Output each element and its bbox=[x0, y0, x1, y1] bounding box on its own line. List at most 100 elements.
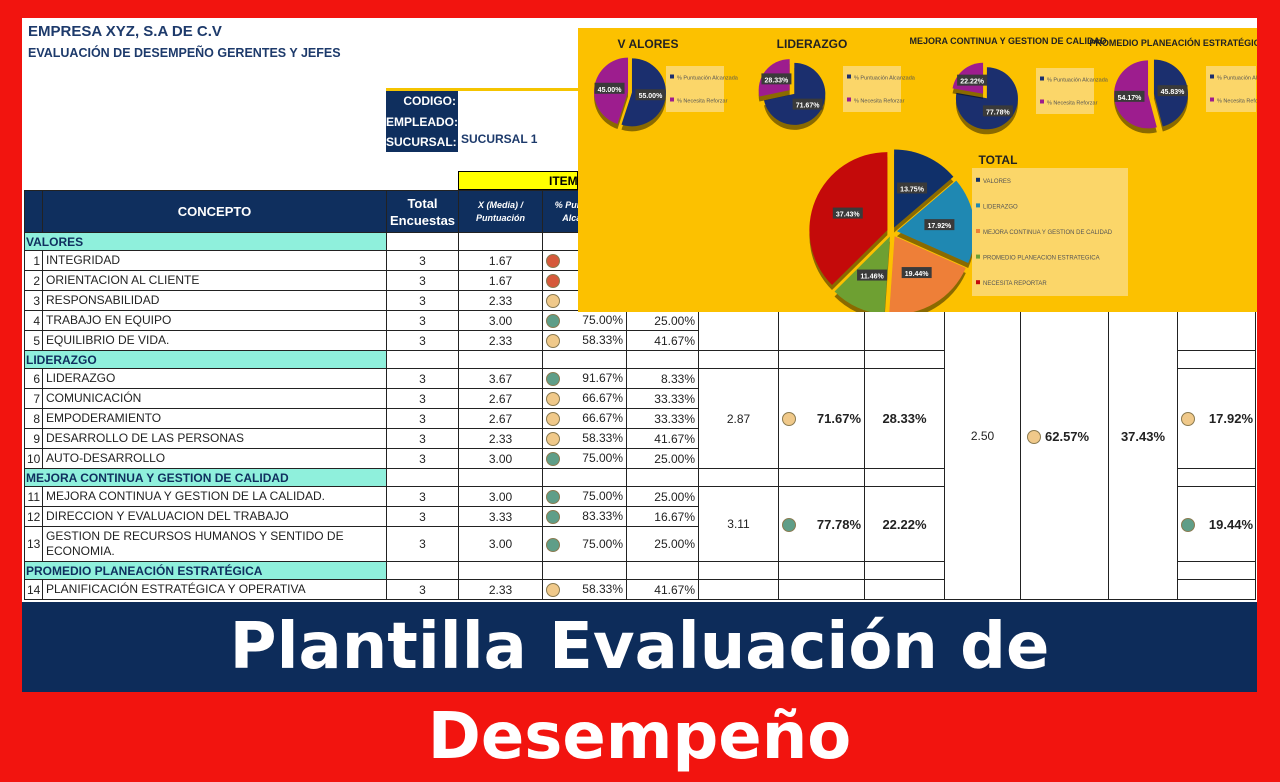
row-concept: RESPONSABILIDAD bbox=[42, 290, 387, 311]
row-total: 3 bbox=[386, 408, 459, 429]
charts-panel: V ALORES 55.00% 45.00% % Puntuación Alcanza… bbox=[578, 28, 1257, 320]
row-number: 3 bbox=[24, 290, 43, 311]
cell bbox=[458, 232, 543, 251]
chart-title: MEJORA CONTINUA Y GESTION DE CALIDAD bbox=[909, 36, 1107, 46]
data-label-bg bbox=[957, 74, 988, 86]
row-number: 5 bbox=[24, 330, 43, 351]
cell bbox=[698, 350, 779, 369]
data-label-bg bbox=[1114, 90, 1145, 102]
table-row[interactable]: 6 LIDERAZGO 3 3.67 91.67% 8.33% 2.87 71.6… bbox=[24, 368, 1256, 469]
data-label: 17.92% bbox=[928, 223, 953, 230]
legend-box bbox=[1206, 66, 1256, 112]
group-media: 2.87 bbox=[698, 368, 779, 469]
cell bbox=[778, 468, 865, 487]
table-row[interactable]: 10 AUTO-DESARROLLO 3 3.00 75.00% 25.00% bbox=[24, 448, 1256, 469]
cell bbox=[458, 561, 543, 580]
group-share: 17.92% bbox=[1177, 368, 1256, 469]
legend-entry: PROMEDIO PLANEACION ESTRATEGICA bbox=[983, 256, 1100, 262]
row-total: 3 bbox=[386, 250, 459, 271]
table-row[interactable]: 7 COMUNICACIÓN 3 2.67 66.67% 33.33% bbox=[24, 388, 1256, 409]
row-reforzar: 33.33% bbox=[626, 408, 699, 429]
row-total: 3 bbox=[386, 428, 459, 449]
sucursal-value[interactable]: SUCURSAL 1 bbox=[461, 132, 538, 146]
row-concept: MEJORA CONTINUA Y GESTION DE LA CALIDAD. bbox=[42, 486, 387, 507]
legend-entry: % Necesita Reforzar bbox=[1047, 101, 1098, 107]
status-green-icon bbox=[546, 510, 560, 524]
row-total: 3 bbox=[386, 486, 459, 507]
data-label-bg bbox=[832, 207, 863, 219]
row-media: 3.67 bbox=[458, 368, 543, 389]
legend-swatch bbox=[1210, 97, 1214, 102]
table-row[interactable]: 11 MEJORA CONTINUA Y GESTION DE LA CALID… bbox=[24, 486, 1256, 562]
table-row[interactable]: 13 GESTION DE RECURSOS HUMANOS Y SENTIDO… bbox=[24, 526, 1256, 562]
header-concepto: CONCEPTO bbox=[42, 190, 387, 233]
row-total: 3 bbox=[386, 388, 459, 409]
data-label: 55.00% bbox=[639, 93, 664, 100]
legend-entry: % Puntuación Alcanzada bbox=[1047, 78, 1109, 84]
cell bbox=[864, 561, 945, 580]
row-number: 10 bbox=[24, 448, 43, 469]
row-concept: COMUNICACIÓN bbox=[42, 388, 387, 409]
legend-entry: % Necesita Reforzar bbox=[677, 99, 728, 105]
row-pct-value: 75.00% bbox=[582, 451, 623, 465]
table-row[interactable]: 14 PLANIFICACIÓN ESTRATÉGICA Y OPERATIVA… bbox=[24, 579, 1256, 600]
table-row[interactable]: 4 TRABAJO EN EQUIPO 3 3.00 75.00% 25.00% bbox=[24, 310, 1256, 331]
data-label: 45.83% bbox=[1161, 89, 1186, 96]
legend-entry: % Puntuación Alcanzada bbox=[854, 76, 916, 82]
cell bbox=[698, 561, 779, 580]
row-media: 2.67 bbox=[458, 408, 543, 429]
status-yellow-icon bbox=[782, 412, 796, 426]
legend-entry: % Puntuación Alcanzada bbox=[1217, 76, 1257, 82]
row-concept: AUTO-DESARROLLO bbox=[42, 448, 387, 469]
row-media: 2.33 bbox=[458, 579, 543, 600]
group-share: 19.44% bbox=[1177, 486, 1256, 562]
legend-box bbox=[1036, 68, 1094, 114]
cell bbox=[626, 468, 699, 487]
row-reforzar: 25.00% bbox=[626, 310, 699, 331]
row-media: 1.67 bbox=[458, 250, 543, 271]
table-row[interactable]: 12 DIRECCION Y EVALUACION DEL TRABAJO 3 … bbox=[24, 506, 1256, 527]
header-index bbox=[24, 190, 43, 233]
status-green-icon bbox=[546, 372, 560, 386]
section-label: VALORES bbox=[24, 232, 387, 251]
codigo-label: CODIGO: bbox=[403, 94, 456, 108]
legend-entry: VALORES bbox=[983, 179, 1011, 185]
legend-swatch bbox=[847, 74, 851, 79]
row-media: 3.00 bbox=[458, 526, 543, 562]
legend-swatch bbox=[976, 177, 980, 182]
row-concept: EQUILIBRIO DE VIDA. bbox=[42, 330, 387, 351]
group-pct: 77.78% bbox=[778, 486, 865, 562]
cell bbox=[458, 350, 543, 369]
row-total: 3 bbox=[386, 270, 459, 291]
data-label-bg bbox=[924, 219, 955, 231]
row-pct-value: 75.00% bbox=[582, 489, 623, 503]
data-label: 45.00% bbox=[598, 87, 623, 94]
status-yellow-icon bbox=[546, 432, 560, 446]
legend-box bbox=[666, 66, 724, 112]
status-green-icon bbox=[546, 452, 560, 466]
item-header: ITEM bbox=[458, 171, 578, 190]
group-reforzar: 22.22% bbox=[864, 486, 945, 562]
group-pct: 71.67% bbox=[778, 368, 865, 469]
status-green-icon bbox=[546, 537, 560, 552]
legend-entry: % Necesita Reforzar bbox=[1217, 99, 1257, 105]
status-green-icon bbox=[782, 517, 796, 532]
data-label: 28.33% bbox=[765, 77, 790, 84]
row-reforzar: 25.00% bbox=[626, 526, 699, 562]
report-subtitle: EVALUACIÓN DE DESEMPEÑO GERENTES Y JEFES bbox=[28, 46, 341, 60]
legend-swatch bbox=[1040, 99, 1044, 104]
row-number: 1 bbox=[24, 250, 43, 271]
table-row[interactable]: 9 DESARROLLO DE LAS PERSONAS 3 2.33 58.3… bbox=[24, 428, 1256, 449]
row-pct-value: 75.00% bbox=[582, 536, 623, 551]
charts-svg: V ALORES 55.00% 45.00% % Puntuación Alcanza… bbox=[594, 36, 1257, 320]
legend-swatch bbox=[976, 229, 980, 233]
status-yellow-icon bbox=[1181, 412, 1195, 426]
row-concept: DIRECCION Y EVALUACION DEL TRABAJO bbox=[42, 506, 387, 527]
cell bbox=[386, 350, 459, 369]
data-label-bg bbox=[761, 73, 792, 85]
sucursal-label: SUCURSAL: bbox=[386, 135, 457, 149]
group-media bbox=[698, 579, 779, 600]
chart-title: TOTAL bbox=[979, 153, 1018, 167]
row-pct: 75.00% bbox=[542, 526, 627, 562]
row-pct: 83.33% bbox=[542, 506, 627, 527]
